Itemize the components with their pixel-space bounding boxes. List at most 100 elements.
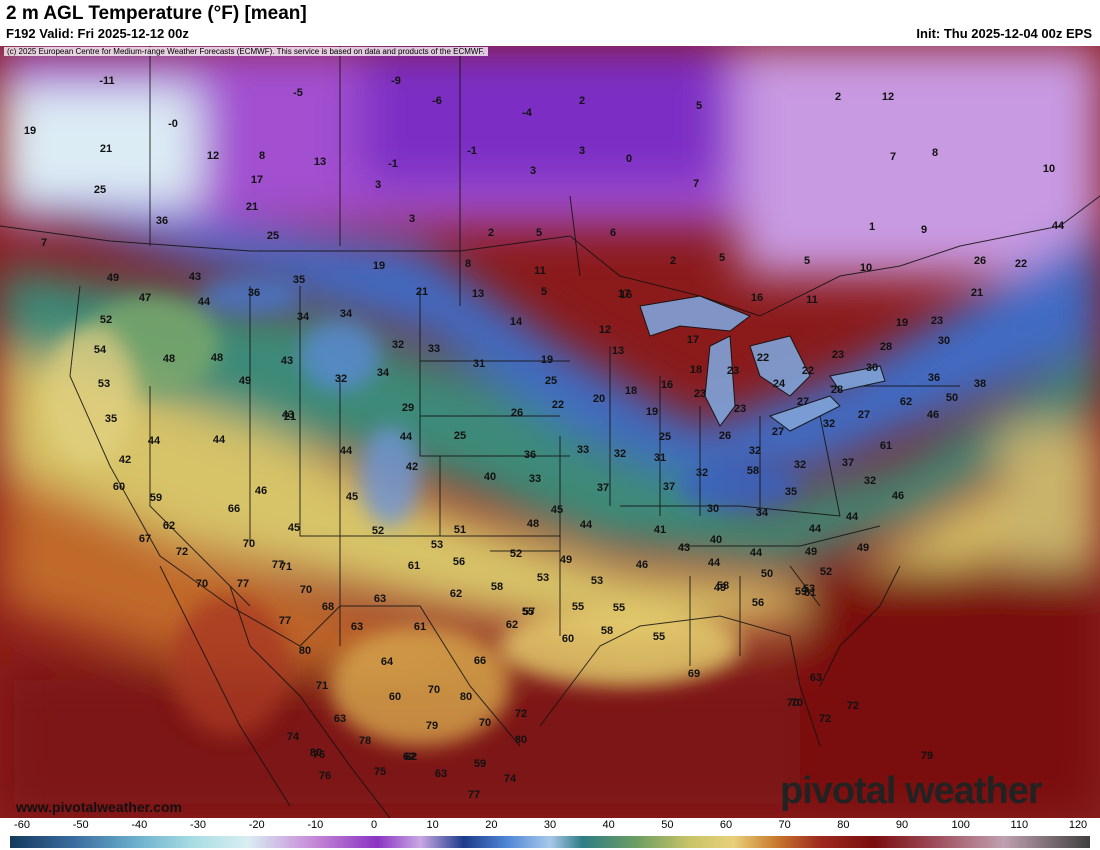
temperature-value: 49 [238,375,252,387]
temperature-value: 77 [467,789,481,801]
temperature-value: 22 [801,365,815,377]
temperature-value: 59 [149,492,163,504]
temperature-value: 63 [333,713,347,725]
temperature-value: 68 [321,601,335,613]
website-url[interactable]: www.pivotalweather.com [16,799,182,815]
temperature-value: 2 [578,95,586,107]
temperature-value: 74 [503,773,517,785]
temperature-value: 36 [155,215,169,227]
temperature-value: 50 [945,392,959,404]
temperature-value: 72 [514,708,528,720]
temperature-value: 66 [473,655,487,667]
temperature-value: 58 [716,580,730,592]
temperature-value: 2 [834,91,842,103]
temperature-value: 27 [857,409,871,421]
temperature-value: 70 [242,538,256,550]
temperature-value: 47 [138,292,152,304]
temperature-value: 46 [891,490,905,502]
temperature-value: 72 [818,713,832,725]
temperature-value: 44 [1051,220,1065,232]
temperature-value: 69 [687,668,701,680]
temperature-value: 55 [521,606,535,618]
colorbar-tick-label: 30 [543,819,557,831]
temperature-value: 1 [868,221,876,233]
temperature-value: 2 [487,227,495,239]
colorbar-tick-label: 100 [951,819,970,831]
temperature-value: 19 [23,125,37,137]
temperature-value: 40 [709,534,723,546]
temperature-value: 18 [689,364,703,376]
temperature-value: 32 [748,445,762,457]
temperature-value: 26 [510,407,524,419]
temperature-map [0,46,1100,818]
temperature-value: 37 [662,481,676,493]
temperature-value: 44 [399,431,413,443]
temperature-value: 49 [804,546,818,558]
temperature-value: 80 [459,691,473,703]
temperature-value: 35 [292,274,306,286]
temperature-value: 21 [99,143,113,155]
temperature-value: 64 [380,656,394,668]
temperature-value: 17 [686,334,700,346]
temperature-value: 35 [104,413,118,425]
temperature-value: 23 [693,388,707,400]
temperature-value: 55 [612,602,626,614]
temperature-value: 77 [271,559,285,571]
colorbar-tick-label: -50 [72,819,89,831]
temperature-value: 43 [188,271,202,283]
temperature-value: 52 [509,548,523,560]
temperature-value: -9 [391,75,401,87]
temperature-value: 49 [559,554,573,566]
temperature-value: 34 [296,311,310,323]
colorbar-tick-label: 50 [661,819,674,831]
temperature-value: 32 [695,467,709,479]
temperature-value: 14 [509,316,523,328]
temperature-value: 79 [920,750,934,762]
temperature-value: 26 [718,430,732,442]
temperature-value: 43 [281,409,295,421]
colorbar-tick-label: 80 [837,819,850,831]
temperature-value: 74 [286,731,300,743]
header-bar: 2 m AGL Temperature (°F) [mean] F192 Val… [0,0,1100,46]
temperature-value: 72 [175,546,189,558]
temperature-value: 53 [430,539,444,551]
temperature-value: 36 [927,372,941,384]
temperature-value: 61 [413,621,427,633]
temperature-value: 22 [551,399,565,411]
temperature-value: 27 [771,426,785,438]
temperature-value: 11 [534,265,546,277]
temperature-value: 7 [40,237,48,249]
temperature-value: 80 [309,747,323,759]
temperature-value: 53 [536,572,550,584]
temperature-value: 62 [899,396,913,408]
temperature-value: 66 [227,503,241,515]
temperature-value: 20 [592,393,606,405]
temperature-value: -1 [467,145,477,157]
temperature-value: 59 [473,758,487,770]
temperature-value: 8 [258,150,266,162]
temperature-value: 51 [453,524,467,536]
temperature-value: 45 [345,491,359,503]
temperature-value: 17 [250,174,264,186]
temperature-value: 38 [973,378,987,390]
temperature-value: 32 [391,339,405,351]
temperature-value: 35 [784,486,798,498]
temperature-value: 25 [658,431,672,443]
temperature-value: 33 [528,473,542,485]
temperature-value: 63 [350,621,364,633]
temperature-value: 37 [596,482,610,494]
temperature-value: 77 [278,615,292,627]
temperature-value: 13 [313,156,327,168]
temperature-value: 28 [879,341,893,353]
temperature-value: -5 [293,87,303,99]
temperature-value: 19 [895,317,909,329]
temperature-value: 77 [236,578,250,590]
temperature-value: 56 [751,597,765,609]
temperature-value: 44 [579,519,593,531]
temperature-value: 70 [478,717,492,729]
temperature-value: 11 [806,294,818,306]
temperature-value: 52 [371,525,385,537]
map-title: 2 m AGL Temperature (°F) [mean] [6,3,307,24]
temperature-value: 42 [405,461,419,473]
temperature-value: 44 [749,547,763,559]
